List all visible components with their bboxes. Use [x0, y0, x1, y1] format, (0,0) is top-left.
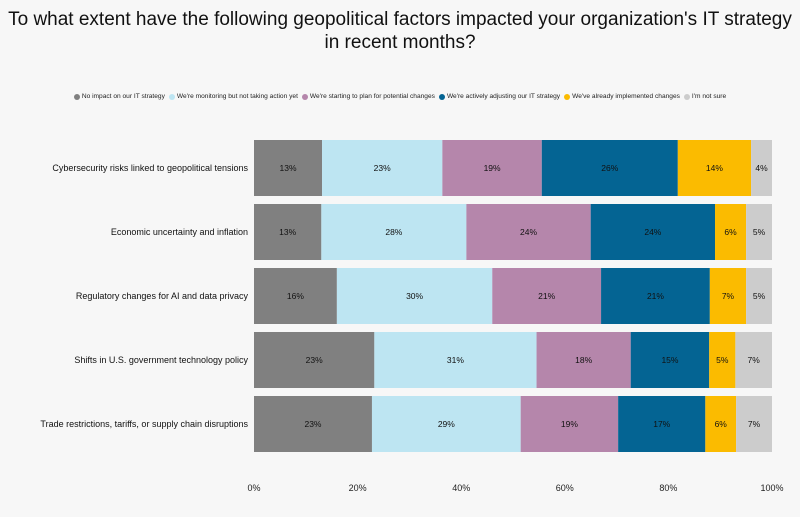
- bar-segment: [492, 268, 602, 324]
- bar-segment: [715, 204, 747, 260]
- legend-item: We're starting to plan for potential cha…: [301, 93, 435, 100]
- bar-segment: [336, 268, 493, 324]
- legend-swatch: [73, 93, 80, 100]
- data-label: 21%: [538, 291, 555, 301]
- x-tick-label: 40%: [452, 483, 470, 493]
- data-label: 6%: [724, 227, 737, 237]
- data-label: 30%: [406, 291, 423, 301]
- category-label: Regulatory changes for AI and data priva…: [76, 291, 249, 301]
- data-label: 5%: [753, 291, 766, 301]
- data-label: 18%: [575, 355, 592, 365]
- legend-label: We've already implemented changes: [572, 93, 680, 100]
- data-label: 23%: [306, 355, 323, 365]
- bar-segment: [321, 204, 467, 260]
- data-label: 5%: [716, 355, 729, 365]
- x-tick-label: 0%: [247, 483, 260, 493]
- legend-label: We're actively adjusting our IT strategy: [446, 93, 561, 100]
- chart-title-line-1: To what extent have the following geopol…: [8, 9, 792, 30]
- legend-item: No impact on our IT strategy: [73, 93, 165, 100]
- bar-segment: [374, 332, 537, 388]
- data-label: 28%: [385, 227, 402, 237]
- data-label: 6%: [715, 419, 728, 429]
- data-label: 7%: [722, 291, 735, 301]
- legend-label: I'm not sure: [691, 93, 727, 100]
- bar-segment: [520, 396, 619, 452]
- legend-label: We're monitoring but not taking action y…: [176, 93, 298, 100]
- data-label: 17%: [653, 419, 670, 429]
- bar-segment: [254, 204, 322, 260]
- x-tick-label: 60%: [556, 483, 574, 493]
- bar-segment: [735, 332, 772, 388]
- data-label: 21%: [647, 291, 664, 301]
- bar-segment: [630, 332, 710, 388]
- data-label: 13%: [279, 227, 296, 237]
- bar-segment: [322, 140, 443, 196]
- data-label: 26%: [601, 163, 618, 173]
- bar-segment: [442, 140, 542, 196]
- bar-segment: [541, 140, 678, 196]
- data-label: 31%: [447, 355, 464, 365]
- data-label: 24%: [644, 227, 661, 237]
- chart-title: To what extent have the following geopol…: [0, 8, 800, 54]
- data-label: 7%: [748, 419, 761, 429]
- x-tick-label: 20%: [349, 483, 367, 493]
- legend-item: We're actively adjusting our IT strategy: [438, 93, 561, 100]
- legend-swatch: [438, 93, 445, 100]
- legend-swatch: [683, 93, 690, 100]
- data-label: 16%: [287, 291, 304, 301]
- bar-segment: [751, 140, 772, 196]
- bar-segment: [371, 396, 521, 452]
- data-label: 7%: [748, 355, 761, 365]
- bar-segment: [618, 396, 706, 452]
- chart-title-line-2: in recent months?: [324, 32, 476, 53]
- data-label: 23%: [304, 419, 321, 429]
- bar-segment: [601, 268, 710, 324]
- x-tick-label: 80%: [659, 483, 677, 493]
- bar-segment: [709, 332, 736, 388]
- legend-label: No impact on our IT strategy: [81, 93, 165, 100]
- bar-segment: [466, 204, 591, 260]
- bar-segment: [736, 396, 772, 452]
- legend-swatch: [564, 93, 571, 100]
- legend-label: We're starting to plan for potential cha…: [309, 93, 435, 100]
- category-label: Cybersecurity risks linked to geopolitic…: [52, 163, 248, 173]
- category-label: Shifts in U.S. government technology pol…: [74, 355, 248, 365]
- bar-segment: [709, 268, 747, 324]
- data-label: 19%: [561, 419, 578, 429]
- legend-item: I'm not sure: [683, 93, 727, 100]
- bar-segment: [254, 396, 372, 452]
- legend-swatch: [168, 93, 175, 100]
- bar-segment: [746, 204, 772, 260]
- bar-segment: [254, 332, 375, 388]
- legend-item: We're monitoring but not taking action y…: [168, 93, 298, 100]
- bar-segment: [590, 204, 716, 260]
- bar-segment: [746, 268, 772, 324]
- data-label: 14%: [706, 163, 723, 173]
- data-label: 24%: [520, 227, 537, 237]
- data-label: 4%: [755, 163, 768, 173]
- bar-segment: [536, 332, 631, 388]
- legend-swatch: [301, 93, 308, 100]
- legend-item: We've already implemented changes: [564, 93, 680, 100]
- data-label: 23%: [374, 163, 391, 173]
- chart-legend: No impact on our IT strategy We're monito…: [0, 93, 800, 100]
- data-label: 13%: [280, 163, 297, 173]
- x-tick-label: 100%: [760, 483, 783, 493]
- bar-segment: [254, 268, 337, 324]
- data-label: 19%: [484, 163, 501, 173]
- bar-segment: [677, 140, 752, 196]
- bar-segment: [254, 140, 323, 196]
- bar-segment: [705, 396, 737, 452]
- category-label: Trade restrictions, tariffs, or supply c…: [40, 419, 248, 429]
- data-label: 15%: [661, 355, 678, 365]
- data-label: 29%: [438, 419, 455, 429]
- category-label: Economic uncertainty and inflation: [111, 227, 248, 237]
- data-label: 5%: [753, 227, 766, 237]
